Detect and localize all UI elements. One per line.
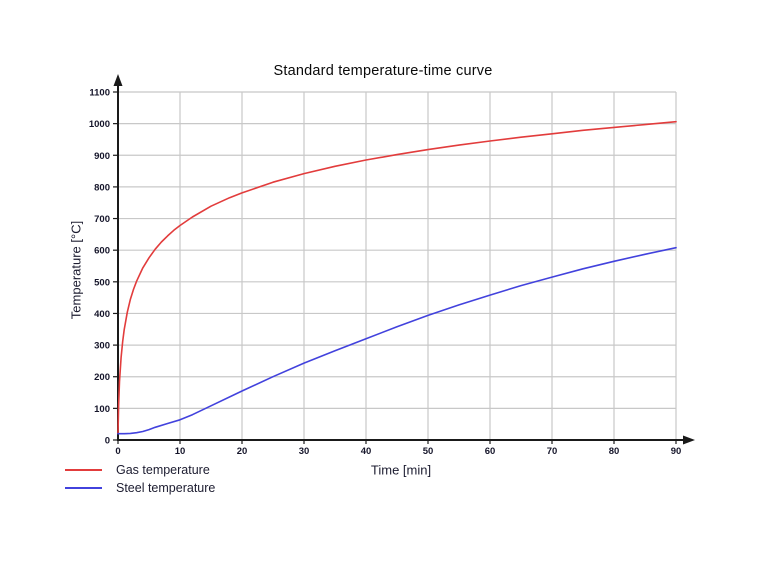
chart-title: Standard temperature-time curve (273, 63, 493, 79)
y-tick-label: 1100 (89, 88, 110, 99)
legend-label-gas: Gas temperature (116, 463, 210, 477)
x-tick-label: 70 (547, 446, 558, 457)
gas-temperature-curve (117, 120, 677, 435)
x-tick-label: 50 (423, 446, 434, 457)
steel-line-swatch (65, 487, 102, 489)
legend-item-gas: Gas temperature (65, 461, 215, 479)
steel-temperature-curve (117, 246, 677, 435)
x-tick-label: 30 (299, 446, 310, 457)
x-tick-label: 20 (237, 446, 248, 457)
gas-line-swatch (65, 469, 102, 471)
x-tick-label: 10 (175, 446, 186, 457)
y-tick-label: 400 (94, 309, 110, 320)
x-tick-label: 90 (671, 446, 682, 457)
y-tick-label: 800 (94, 182, 110, 193)
x-axis-arrow (683, 435, 695, 445)
x-tick-label: 80 (609, 446, 620, 457)
x-tick-label: 0 (115, 446, 120, 457)
x-tick-label: 40 (361, 446, 372, 457)
y-tick-label: 900 (94, 151, 110, 162)
y-tick-label: 300 (94, 341, 110, 352)
legend-label-steel: Steel temperature (116, 481, 216, 495)
y-tick-label: 700 (94, 214, 110, 225)
y-tick-label: 1000 (89, 119, 110, 130)
y-tick-label: 100 (94, 404, 110, 415)
x-axis-label: Time [min] (370, 462, 432, 478)
y-axis-arrow (113, 74, 123, 86)
legend-item-steel: Steel temperature (65, 479, 215, 497)
y-tick-label: 600 (94, 246, 110, 257)
y-tick-label: 500 (94, 277, 110, 288)
y-tick-label: 0 (105, 436, 110, 447)
y-tick-label: 200 (94, 372, 110, 383)
x-tick-label: 60 (485, 446, 496, 457)
legend: Gas temperature Steel temperature (65, 461, 215, 497)
